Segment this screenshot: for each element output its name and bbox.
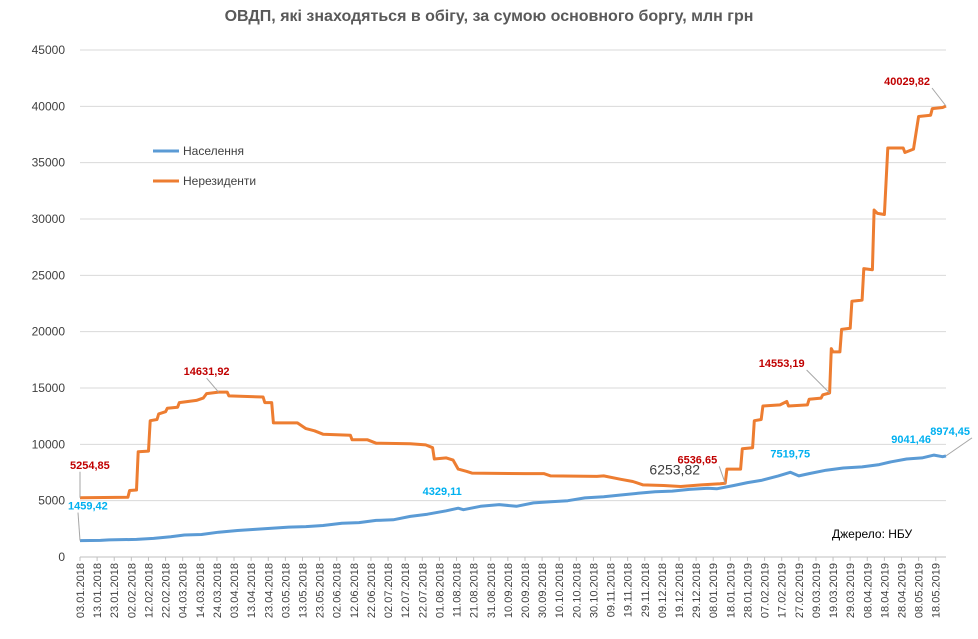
x-tick-label: 20.10.2018 — [571, 563, 583, 618]
x-tick-label: 03.05.2018 — [280, 563, 292, 618]
chart-title: ОВДП, які знаходяться в обігу, за сумою … — [224, 8, 754, 25]
y-tick-label: 45000 — [32, 43, 66, 57]
x-tick-label: 29.11.2018 — [640, 563, 652, 617]
x-tick-label: 21.08.2018 — [469, 563, 481, 618]
x-tick-label: 02.07.2018 — [383, 563, 395, 618]
x-tick-label: 28.01.2019 — [742, 563, 754, 618]
x-tick-label: 18.04.2019 — [879, 563, 891, 618]
data-label: 9041,46 — [891, 434, 931, 446]
gridlines — [80, 49, 946, 558]
x-tick-label: 08.05.2019 — [914, 563, 926, 618]
x-tick-label: 28.04.2019 — [897, 563, 909, 618]
data-label: 1459,42 — [68, 501, 108, 513]
data-label: 14631,92 — [184, 366, 230, 378]
x-tick-label: 29.03.2019 — [845, 563, 857, 618]
x-tick-label: 14.03.2018 — [195, 563, 207, 618]
x-tick-label: 09.03.2019 — [811, 563, 823, 618]
x-tick-label: 03.01.2018 — [75, 563, 87, 618]
data-label-leader — [718, 466, 726, 484]
legend-label-nerezydenty: Нерезиденти — [183, 174, 256, 188]
y-tick-label: 20000 — [32, 325, 66, 339]
x-tick-label: 31.08.2018 — [486, 563, 498, 618]
y-tick-label: 5000 — [38, 494, 65, 508]
x-tick-label: 04.03.2018 — [178, 563, 190, 618]
y-tick-label: 10000 — [32, 437, 66, 451]
data-labels: 1459,42 5254,85 14631,92 4329,11 6253,826536… — [68, 76, 973, 541]
y-tick-label: 25000 — [32, 268, 66, 282]
x-tick-label: 01.08.2018 — [434, 563, 446, 618]
x-tick-label: 09.12.2018 — [657, 563, 669, 618]
x-tick-label: 12.06.2018 — [349, 563, 361, 618]
x-tick-label: 19.12.2018 — [674, 563, 686, 618]
data-label: 5254,85 — [70, 460, 110, 472]
data-label-leader — [206, 377, 220, 393]
x-tick-label: 29.12.2018 — [691, 563, 703, 618]
x-tick-label: 08.01.2019 — [708, 563, 720, 618]
y-tick-label: 30000 — [32, 212, 66, 226]
x-tick-label: 18.01.2019 — [725, 563, 737, 618]
x-tick-label: 22.02.2018 — [161, 563, 173, 618]
x-tick-label: 17.02.2019 — [777, 563, 789, 618]
x-tick-label: 23.01.2018 — [109, 563, 121, 618]
data-label: 4329,11 — [423, 486, 462, 498]
x-axis: 03.01.2018 13.01.2018 23.01.2018 02.02.2018… — [75, 557, 943, 618]
x-tick-label: 10.10.2018 — [554, 563, 566, 618]
x-tick-label: 27.02.2019 — [794, 563, 806, 618]
x-tick-label: 30.09.2018 — [537, 563, 549, 618]
series-line-nerezydenty — [79, 104, 947, 500]
x-tick-label: 07.02.2019 — [760, 563, 772, 618]
data-label: 8974,45 — [930, 426, 970, 438]
series-lines — [79, 104, 947, 543]
x-tick-label: 02.06.2018 — [332, 563, 344, 618]
x-tick-label: 24.03.2018 — [212, 563, 224, 618]
x-tick-label: 12.02.2018 — [143, 563, 155, 618]
x-tick-label: 11.08.2018 — [452, 563, 464, 617]
data-label-leader — [806, 369, 830, 394]
x-tick-label: 09.11.2018 — [606, 563, 618, 617]
data-label: 40029,82 — [884, 76, 930, 88]
data-label: 7519,75 — [770, 448, 810, 460]
x-tick-label: 23.05.2018 — [315, 563, 327, 618]
data-label-leader — [945, 437, 973, 457]
y-tick-label: 40000 — [32, 99, 66, 113]
legend-label-naselennia: Населення — [183, 144, 244, 158]
x-tick-label: 13.05.2018 — [297, 563, 309, 618]
x-tick-label: 08.04.2019 — [862, 563, 874, 618]
x-tick-label: 18.05.2019 — [931, 563, 943, 618]
x-tick-label: 02.02.2018 — [126, 563, 138, 618]
x-tick-label: 22.07.2018 — [417, 563, 429, 618]
y-axis: 0 5000 10000 15000 20000 25000 30000 35000 40000… — [32, 43, 66, 564]
data-label: 6253,82 — [649, 462, 700, 478]
x-tick-label: 23.04.2018 — [263, 563, 275, 618]
x-tick-label: 22.06.2018 — [366, 563, 378, 618]
data-label-leader — [931, 87, 947, 107]
y-tick-label: 15000 — [32, 381, 66, 395]
x-tick-label: 13.01.2018 — [92, 563, 104, 618]
x-tick-label: 10.09.2018 — [503, 563, 515, 618]
x-tick-label: 03.04.2018 — [229, 563, 241, 618]
x-tick-label: 19.11.2018 — [623, 563, 635, 617]
data-label-leader — [77, 512, 81, 541]
data-label: 14553,19 — [759, 358, 805, 370]
x-tick-label: 13.04.2018 — [246, 563, 258, 618]
x-tick-label: 19.03.2019 — [828, 563, 840, 618]
y-tick-label: 35000 — [32, 156, 66, 170]
x-tick-label: 12.07.2018 — [400, 563, 412, 618]
source-note: Джерело: НБУ — [832, 527, 913, 541]
x-tick-label: 20.09.2018 — [520, 563, 532, 618]
y-tick-label: 0 — [58, 550, 65, 564]
series-line-naselennia — [79, 453, 947, 543]
data-label: 6536,65 — [677, 454, 717, 466]
legend: Населення Нерезиденти — [153, 144, 256, 188]
x-tick-label: 30.10.2018 — [588, 563, 600, 618]
